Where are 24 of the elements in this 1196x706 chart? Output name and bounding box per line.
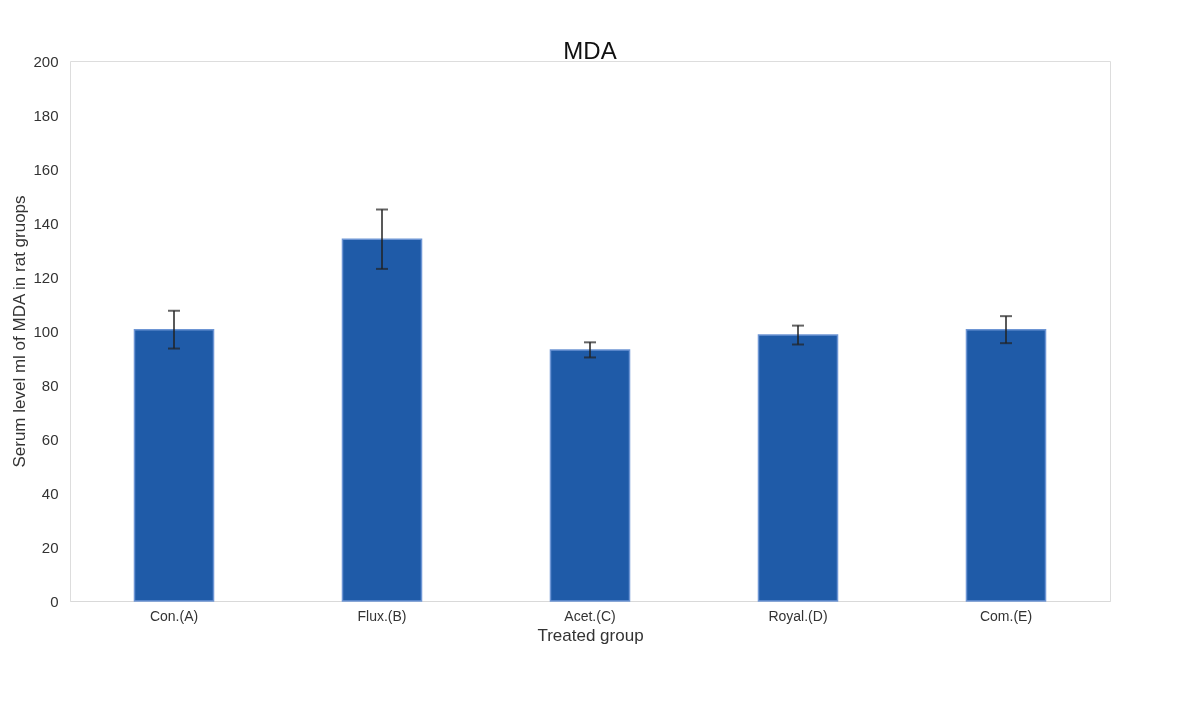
y-tick-label: 60: [41, 430, 59, 448]
bar: [341, 238, 423, 602]
x-tick-label: Royal.(D): [768, 607, 828, 624]
y-tick-label: 20: [41, 538, 59, 556]
bar: [133, 328, 215, 602]
y-tick-label: 120: [33, 268, 59, 286]
chart-title: MDA: [563, 37, 617, 64]
bar: [549, 349, 631, 602]
y-tick-label: 140: [33, 214, 59, 232]
x-tick-label: Flux.(B): [357, 607, 407, 624]
y-tick-label: 100: [33, 322, 59, 340]
x-axis-title: Treated group: [537, 625, 644, 645]
bar: [965, 328, 1047, 602]
y-tick-label: 180: [33, 106, 59, 124]
y-tick-label: 200: [33, 52, 59, 70]
y-axis-title: Serum level ml of MDA in rat gruops: [10, 195, 30, 468]
x-tick-label: Con.(A): [149, 607, 199, 624]
bar: [757, 334, 839, 602]
y-tick-label: 80: [41, 376, 59, 394]
y-tick-label: 40: [41, 484, 59, 502]
x-tick-label: Acet.(C): [564, 607, 616, 624]
y-tick-label: 0: [50, 592, 59, 610]
y-tick-label: 160: [33, 160, 59, 178]
x-tick-label: Com.(E): [979, 607, 1033, 624]
